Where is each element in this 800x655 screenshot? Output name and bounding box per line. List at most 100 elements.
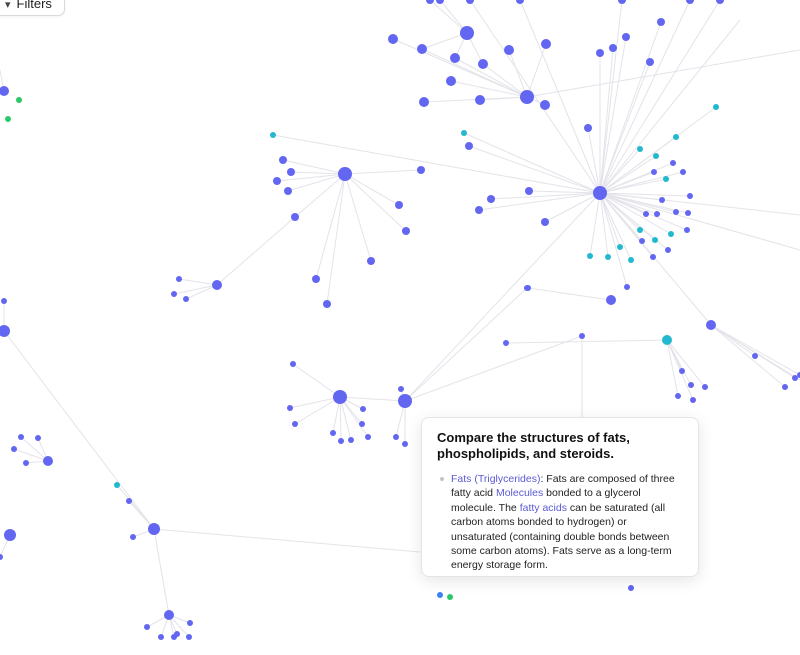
graph-node[interactable] xyxy=(670,160,676,166)
graph-node[interactable] xyxy=(654,211,660,217)
graph-node[interactable] xyxy=(479,60,487,68)
graph-hub-node[interactable] xyxy=(0,325,10,337)
graph-node[interactable] xyxy=(680,169,686,175)
graph-node[interactable] xyxy=(158,634,164,640)
graph-node[interactable] xyxy=(503,340,509,346)
graph-node[interactable] xyxy=(279,156,287,164)
graph-node[interactable] xyxy=(525,187,533,195)
graph-node[interactable] xyxy=(114,482,120,488)
graph-node[interactable] xyxy=(525,285,531,291)
graph-node[interactable] xyxy=(752,353,758,359)
graph-node[interactable] xyxy=(402,227,410,235)
graph-node[interactable] xyxy=(176,276,182,282)
graph-node[interactable] xyxy=(447,594,453,600)
graph-node[interactable] xyxy=(330,430,336,436)
graph-node[interactable] xyxy=(668,231,674,237)
graph-node[interactable] xyxy=(270,132,276,138)
graph-node[interactable] xyxy=(516,0,524,4)
card-link[interactable]: Molecules xyxy=(495,487,544,500)
filters-button[interactable]: ▾ Filters xyxy=(0,0,65,16)
graph-node[interactable] xyxy=(292,421,298,427)
graph-node[interactable] xyxy=(587,253,593,259)
graph-node[interactable] xyxy=(395,201,403,209)
graph-hub-node[interactable] xyxy=(333,390,347,404)
graph-node[interactable] xyxy=(652,237,658,243)
graph-node[interactable] xyxy=(11,446,17,452)
graph-node[interactable] xyxy=(359,421,365,427)
graph-node[interactable] xyxy=(16,97,22,103)
graph-node[interactable] xyxy=(684,227,690,233)
graph-node[interactable] xyxy=(287,405,293,411)
graph-node[interactable] xyxy=(637,146,643,152)
graph-node[interactable] xyxy=(782,384,788,390)
graph-node[interactable] xyxy=(639,238,645,244)
graph-node[interactable] xyxy=(579,333,585,339)
graph-node[interactable] xyxy=(419,97,429,107)
card-link[interactable]: Fats (Triglycerides) xyxy=(451,473,541,485)
graph-node[interactable] xyxy=(402,441,408,447)
graph-node[interactable] xyxy=(130,534,136,540)
graph-node[interactable] xyxy=(687,193,693,199)
graph-node[interactable] xyxy=(504,45,514,55)
graph-hub-node[interactable] xyxy=(460,26,474,40)
graph-hub-node[interactable] xyxy=(338,167,352,181)
graph-hub-node[interactable] xyxy=(520,90,534,104)
graph-node[interactable] xyxy=(541,218,549,226)
graph-node[interactable] xyxy=(418,45,426,53)
graph-node[interactable] xyxy=(290,361,296,367)
graph-node[interactable] xyxy=(437,592,443,598)
graph-hub-node[interactable] xyxy=(706,320,716,330)
graph-node[interactable] xyxy=(596,49,604,57)
graph-node[interactable] xyxy=(657,18,665,26)
graph-node[interactable] xyxy=(618,0,626,4)
graph-node[interactable] xyxy=(446,76,456,86)
graph-node[interactable] xyxy=(338,438,344,444)
graph-node[interactable] xyxy=(617,244,623,250)
graph-node[interactable] xyxy=(713,104,719,110)
graph-node[interactable] xyxy=(312,275,320,283)
graph-node[interactable] xyxy=(665,247,671,253)
graph-node[interactable] xyxy=(475,206,483,214)
graph-node[interactable] xyxy=(685,210,691,216)
graph-node[interactable] xyxy=(367,257,375,265)
graph-node[interactable] xyxy=(663,176,669,182)
graph-node[interactable] xyxy=(673,134,679,140)
graph-node[interactable] xyxy=(622,33,630,41)
graph-node[interactable] xyxy=(609,44,617,52)
graph-node[interactable] xyxy=(126,498,132,504)
graph-node[interactable] xyxy=(646,58,654,66)
card-link[interactable]: fatty acids xyxy=(519,501,567,514)
graph-node[interactable] xyxy=(465,142,473,150)
graph-node[interactable] xyxy=(0,554,3,560)
graph-node[interactable] xyxy=(436,0,444,4)
graph-node[interactable] xyxy=(171,291,177,297)
graph-node[interactable] xyxy=(23,460,29,466)
graph-node[interactable] xyxy=(690,397,696,403)
graph-node[interactable] xyxy=(643,211,649,217)
graph-node[interactable] xyxy=(287,168,295,176)
graph-node[interactable] xyxy=(187,620,193,626)
graph-node[interactable] xyxy=(174,631,180,637)
graph-node[interactable] xyxy=(186,634,192,640)
graph-node[interactable] xyxy=(398,386,404,392)
graph-node[interactable] xyxy=(541,39,551,49)
graph-node[interactable] xyxy=(686,0,694,4)
graph-node[interactable] xyxy=(475,95,485,105)
graph-hub-node[interactable] xyxy=(212,280,222,290)
graph-node[interactable] xyxy=(417,166,425,174)
graph-node[interactable] xyxy=(540,100,550,110)
graph-node[interactable] xyxy=(18,434,24,440)
graph-node[interactable] xyxy=(360,406,366,412)
graph-node[interactable] xyxy=(675,393,681,399)
graph-node[interactable] xyxy=(605,254,611,260)
graph-hub-node[interactable] xyxy=(662,335,672,345)
graph-node[interactable] xyxy=(688,382,694,388)
graph-node[interactable] xyxy=(637,227,643,233)
graph-node[interactable] xyxy=(291,213,299,221)
graph-node[interactable] xyxy=(650,254,656,260)
graph-node[interactable] xyxy=(673,209,679,215)
graph-node[interactable] xyxy=(1,298,7,304)
graph-hub-node[interactable] xyxy=(43,456,53,466)
graph-node[interactable] xyxy=(451,54,459,62)
